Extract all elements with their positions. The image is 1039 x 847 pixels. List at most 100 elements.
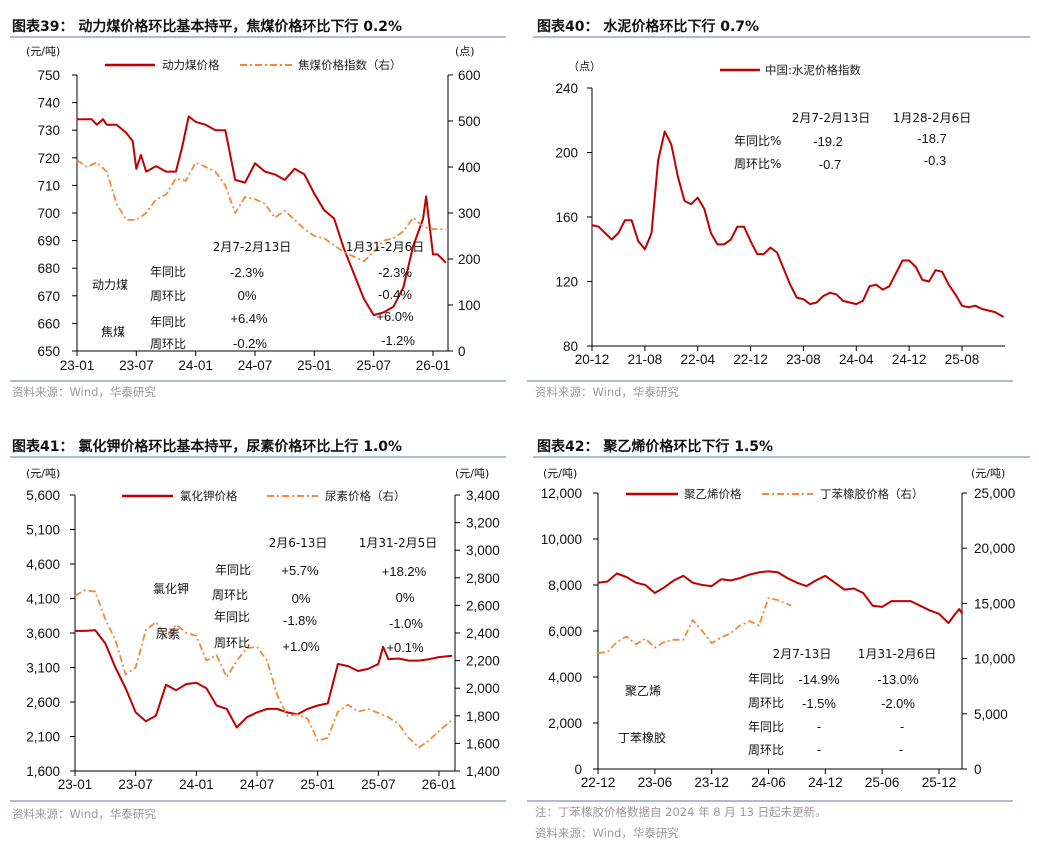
chart-42-note: 注：丁苯橡胶价格数据自 2024 年 8 月 13 日起未更新。 bbox=[535, 805, 827, 819]
legend-label: 尿素价格（右） bbox=[325, 489, 406, 503]
left-tick-label: 660 bbox=[37, 316, 60, 331]
annotation-row-label: 年同比 bbox=[214, 610, 250, 624]
x-tick-label: 25-07 bbox=[361, 777, 396, 792]
annotation-value: -1.5% bbox=[802, 696, 836, 711]
x-tick-label: 23-07 bbox=[119, 358, 154, 373]
left-tick-label: 700 bbox=[37, 206, 60, 221]
left-tick-label: 80 bbox=[563, 339, 578, 354]
x-tick-label: 26-01 bbox=[416, 358, 451, 373]
chart-40-plot: 80 120 160 200 240 20-12 21-08 22-04 22-12 23-08 2… bbox=[555, 81, 1005, 367]
annotation-row-label: 年同比 bbox=[150, 265, 186, 279]
left-tick-label: 720 bbox=[37, 151, 60, 166]
annotation-header: 2月7-13日 bbox=[773, 647, 832, 661]
annotation-group: 焦煤 bbox=[101, 325, 125, 339]
annotation-value: +0.1% bbox=[386, 640, 424, 655]
left-unit: (元/吨) bbox=[26, 45, 60, 58]
right-tick-label: 10,000 bbox=[974, 652, 1015, 667]
series-line-left bbox=[597, 570, 964, 624]
annotation-value: -0.7 bbox=[819, 157, 841, 172]
right-tick-label: 200 bbox=[458, 252, 481, 267]
right-unit: (元/吨) bbox=[971, 467, 1005, 480]
annotation-value: 0% bbox=[292, 591, 311, 606]
annotation-value: -19.2 bbox=[813, 134, 843, 149]
x-tick-label: 24-04 bbox=[839, 352, 874, 367]
left-tick-label: 670 bbox=[37, 289, 60, 304]
legend-label: 中国:水泥价格指数 bbox=[765, 63, 861, 77]
annotation-row-label: 周环比 bbox=[212, 588, 248, 602]
right-tick-label: 1,800 bbox=[466, 709, 500, 724]
chart-40-panel: 图表40： 水泥价格环比下行 0.7% （点） 中国:水泥价格指数 80 120 1… bbox=[527, 18, 1030, 399]
right-tick-label: 1,400 bbox=[466, 764, 500, 779]
x-tick-label: 25-12 bbox=[922, 775, 957, 790]
annotation-header: 2月7-2月13日 bbox=[792, 111, 871, 125]
legend-label: 聚乙烯价格 bbox=[684, 487, 742, 501]
annotation-value: 0% bbox=[396, 590, 415, 605]
chart-41-panel: 图表41： 氯化钾价格环比基本持平，尿素价格环比上行 1.0% (元/吨) (元… bbox=[10, 438, 506, 821]
annotation-value: +5.7% bbox=[281, 563, 319, 578]
right-tick-label: 2,400 bbox=[466, 626, 500, 641]
annotation-row-label: 年同比 bbox=[748, 720, 784, 734]
annotation-value: -0.2% bbox=[233, 336, 267, 351]
source-note: 资料来源：Wind，华泰研究 bbox=[12, 807, 156, 821]
x-tick-label: 24-12 bbox=[808, 775, 843, 790]
legend-label: 动力煤价格 bbox=[162, 58, 220, 72]
right-tick-label: 500 bbox=[458, 114, 481, 129]
annotation-value: - bbox=[899, 742, 903, 757]
annotation-value: - bbox=[900, 719, 904, 734]
left-tick-label: 10,000 bbox=[541, 532, 582, 547]
annotation-value: -1.8% bbox=[283, 613, 317, 628]
right-tick-label: 3,200 bbox=[466, 516, 500, 531]
x-tick-label: 22-12 bbox=[581, 775, 616, 790]
annotation-row-label: 年同比 bbox=[150, 315, 186, 329]
right-tick-label: 100 bbox=[458, 298, 481, 313]
chart-42-panel: 图表42： 聚乙烯价格环比下行 1.5% (元/吨) (元/吨) 聚乙烯价格 丁… bbox=[527, 438, 1030, 840]
left-tick-label: 2,000 bbox=[548, 716, 582, 731]
right-tick-label: 300 bbox=[458, 206, 481, 221]
left-tick-label: 650 bbox=[37, 344, 60, 359]
annotation-header: 1月31-2月6日 bbox=[346, 240, 425, 254]
right-tick-label: 2,200 bbox=[466, 654, 500, 669]
x-tick-label: 24-07 bbox=[240, 777, 275, 792]
annotation-header: 1月31-2月6日 bbox=[858, 647, 937, 661]
series-line-right bbox=[76, 159, 446, 263]
annotation-row-label: 周环比% bbox=[734, 157, 781, 171]
annotation-row-label: 年同比 bbox=[748, 672, 784, 686]
chart-41-title: 图表41： 氯化钾价格环比基本持平，尿素价格环比上行 1.0% bbox=[12, 438, 402, 455]
annotation-group: 动力煤 bbox=[92, 278, 128, 292]
annotation-row-label: 年同比 bbox=[215, 563, 251, 577]
left-tick-label: 5,600 bbox=[26, 488, 60, 503]
chart-39-title: 图表39： 动力煤价格环比基本持平，焦煤价格环比下行 0.2% bbox=[12, 18, 402, 35]
annotation-value: - bbox=[817, 742, 821, 757]
left-tick-label: 6,000 bbox=[548, 624, 582, 639]
x-tick-label: 23-12 bbox=[694, 775, 729, 790]
left-tick-label: 750 bbox=[37, 68, 60, 83]
left-tick-label: 240 bbox=[555, 81, 578, 96]
source-note: 资料来源：Wind，华泰研究 bbox=[12, 385, 156, 399]
annotation-value: -0.3 bbox=[924, 153, 946, 168]
x-tick-label: 24-07 bbox=[238, 358, 273, 373]
source-note: 资料来源：Wind，华泰研究 bbox=[535, 826, 679, 840]
legend-label: 氯化钾价格 bbox=[180, 489, 238, 503]
x-tick-label: 20-12 bbox=[575, 352, 610, 367]
left-tick-label: 0 bbox=[574, 762, 582, 777]
series-line-right bbox=[74, 589, 453, 749]
right-tick-label: 2,800 bbox=[466, 571, 500, 586]
chart-40-annotation: 2月7-2月13日 1月28-2月6日 年同比% 周环比% -19.2 -0.7… bbox=[734, 111, 971, 172]
annotation-value: -2.3% bbox=[378, 265, 412, 280]
annotation-value: +6.4% bbox=[230, 311, 268, 326]
left-tick-label: 5,100 bbox=[26, 523, 60, 538]
annotation-value: -0.4% bbox=[378, 287, 412, 302]
left-unit: （点） bbox=[568, 60, 601, 73]
annotation-value: - bbox=[817, 719, 821, 734]
left-tick-label: 680 bbox=[37, 261, 60, 276]
left-tick-label: 730 bbox=[37, 123, 60, 138]
annotation-row-label: 周环比 bbox=[748, 696, 784, 710]
x-tick-label: 24-12 bbox=[892, 352, 927, 367]
left-tick-label: 2,600 bbox=[26, 695, 60, 710]
annotation-header: 1月28-2月6日 bbox=[893, 111, 972, 125]
left-tick-label: 120 bbox=[555, 275, 578, 290]
x-tick-label: 25-08 bbox=[945, 352, 980, 367]
annotation-header: 1月31-2月5日 bbox=[359, 536, 438, 550]
left-tick-label: 4,000 bbox=[548, 670, 582, 685]
x-tick-label: 24-01 bbox=[179, 777, 214, 792]
